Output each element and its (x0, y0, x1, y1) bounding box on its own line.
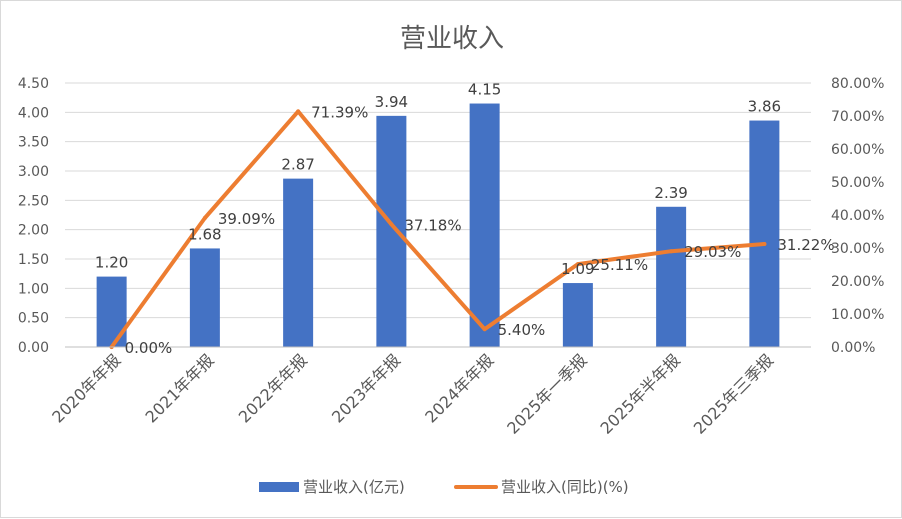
y-left-tick-label: 4.50 (18, 76, 49, 92)
y-left-tick-label: 0.00 (18, 340, 49, 356)
legend-swatch-bar (259, 482, 299, 492)
y-right-tick-label: 60.00% (831, 142, 884, 158)
y-right-tick-label: 80.00% (831, 76, 884, 92)
bar-value-label: 3.86 (748, 98, 781, 116)
y-left-tick-label: 1.00 (18, 281, 49, 297)
line-value-label: 0.00% (125, 339, 173, 357)
chart-title: 营业收入 (400, 24, 504, 54)
x-tick-label: 2022年年报 (235, 350, 311, 426)
y-right-tick-label: 30.00% (831, 241, 884, 257)
y-right-tick-label: 70.00% (831, 109, 884, 125)
line-point (482, 327, 487, 332)
bar-value-label: 1.09 (561, 260, 594, 278)
line-value-label: 25.11% (591, 256, 648, 274)
y-left-tick-label: 3.00 (18, 164, 49, 180)
y-right-tick-label: 10.00% (831, 307, 884, 323)
y-right-tick-label: 0.00% (831, 340, 875, 356)
bar (376, 115, 407, 347)
x-tick-label: 2023年年报 (328, 350, 404, 426)
line-point (202, 216, 207, 221)
y-axis-left: 0.00 0.50 1.00 1.50 2.00 2.50 3.00 3.50 4.00 4.50 (18, 76, 49, 356)
gridlines (65, 82, 811, 319)
bar-value-label: 1.68 (188, 225, 221, 243)
bar (189, 248, 220, 347)
line-value-label: 71.39% (311, 103, 368, 121)
y-left-tick-label: 2.00 (18, 223, 49, 239)
x-tick-label: 2025年一季报 (503, 350, 590, 437)
y-left-tick-label: 1.50 (18, 252, 49, 268)
bar (749, 120, 780, 348)
y-left-tick-label: 3.50 (18, 135, 49, 151)
line-series-path (109, 109, 767, 349)
bar-value-label: 2.39 (654, 184, 687, 202)
line-point (389, 222, 394, 227)
bar-value-label: 4.15 (468, 81, 501, 99)
x-tick-label: 2025年三季报 (690, 350, 777, 437)
y-left-tick-label: 4.00 (18, 105, 49, 121)
line-value-label: 29.03% (684, 243, 741, 261)
line-point (669, 249, 674, 254)
line-point (762, 241, 767, 246)
x-tick-label: 2025年半年报 (596, 350, 683, 437)
bar (656, 206, 687, 347)
line-value-label: 31.22% (777, 236, 834, 254)
bar (283, 178, 314, 347)
y-axis-right: 0.00% 10.00% 20.00% 30.00% 40.00% 50.00% 60.00… (831, 76, 884, 356)
legend-label-bar: 营业收入(亿元) (303, 478, 405, 496)
y-right-tick-label: 20.00% (831, 274, 884, 290)
bar (96, 276, 127, 347)
x-tick-label: 2021年年报 (142, 350, 218, 426)
bar-value-label: 1.20 (95, 254, 128, 272)
line-point (575, 262, 580, 267)
y-right-tick-label: 50.00% (831, 175, 884, 191)
y-left-tick-label: 2.50 (18, 193, 49, 209)
y-right-tick-label: 40.00% (831, 208, 884, 224)
bar-value-label: 2.87 (281, 156, 314, 174)
x-axis: 2020年年报 2021年年报 2022年年报 2023年年报 2024年年报 2025年… (48, 346, 811, 438)
bar-series (96, 103, 780, 348)
bar-value-label: 3.94 (375, 93, 408, 111)
x-tick-label: 2024年年报 (421, 350, 497, 426)
y-left-tick-label: 0.50 (18, 311, 49, 327)
line-value-label: 37.18% (404, 216, 461, 234)
line-series (109, 109, 767, 349)
line-value-label: 5.40% (498, 321, 546, 339)
line-point (296, 109, 301, 114)
legend: 营业收入(亿元) 营业收入(同比)(%) (259, 478, 629, 496)
bar (469, 103, 500, 348)
line-value-label: 39.09% (218, 210, 275, 228)
data-labels: 1.20 1.68 2.87 3.94 4.15 1.09 2.39 3.86 0.00% 39.… (95, 81, 835, 357)
legend-label-line: 营业收入(同比)(%) (501, 478, 629, 496)
x-tick-label: 2020年年报 (48, 350, 124, 426)
bar (562, 283, 593, 347)
